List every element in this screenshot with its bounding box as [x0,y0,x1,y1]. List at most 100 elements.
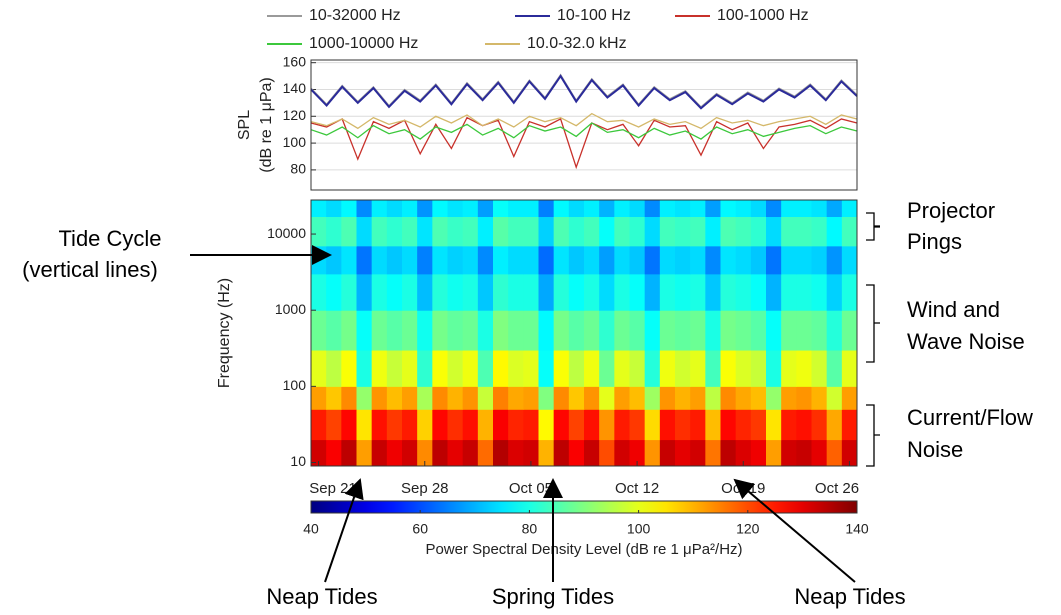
heat-cell [750,310,767,351]
heat-cell [477,386,494,410]
line [310,122,858,140]
heat-cell [341,310,357,351]
heat-cell [386,310,403,351]
heat-cell [477,409,494,441]
line [310,74,858,110]
heat-cell [690,273,706,311]
heat-cell [341,245,357,275]
heat-cell [629,200,646,218]
heat-cell [796,409,812,441]
heat-cell [629,310,646,351]
heat-cell [326,245,342,275]
heat-cell [386,273,403,311]
y-axis-label: SPL [236,110,253,140]
heat-cell [311,245,327,275]
heat-cell [796,200,812,218]
heat-cell [493,409,509,441]
heat-cell [553,245,570,275]
heat-cell [356,409,373,441]
heat-cell [493,310,509,351]
heat-cell [614,245,630,275]
heat-cell [735,386,752,410]
heat-cell [629,386,646,410]
heat-cell [523,439,539,467]
heat-cell [796,245,812,275]
heat-cell [796,273,812,311]
heat-cell [432,310,448,351]
heat-cell [766,245,782,275]
legend-label: 1000-10000 Hz [309,35,418,52]
heat-cell [523,245,539,275]
heat-cell [599,386,615,410]
plots: 80 100 120 140 160 SPL (dB re 1 μPa) 10-32000 H… [216,7,869,558]
heat-cell [826,273,843,311]
heat-cell [508,216,524,247]
heat-cell [720,245,737,275]
heat-cell [705,409,721,441]
heat-cell [462,273,479,311]
heat-cell [568,350,585,387]
heat-cell [690,439,706,467]
heat-cell [735,273,752,311]
y-tick-label: 140 [283,80,307,96]
heat-cell [553,273,570,311]
heat-cell [614,310,630,351]
heat-cell [493,200,509,218]
heat-cell [432,273,448,311]
heat-cell [493,386,509,410]
heat-cell [705,350,721,387]
colorbar-tick-label: 60 [412,521,428,537]
heat-cell [781,310,797,351]
heat-cell [629,216,646,247]
heat-cell [447,200,464,218]
heat-cell [402,350,418,387]
heat-cell [538,386,555,410]
heat-cell [508,386,524,410]
heat-cell [371,200,388,218]
heat-cell [432,350,448,387]
heat-cell [811,200,828,218]
heat-cell [568,245,585,275]
heat-cell [826,386,843,410]
heat-cell [841,245,858,275]
heat-cell [386,409,403,441]
heat-cell [462,245,479,275]
heat-cell [690,409,706,441]
heat-cell [675,310,691,351]
heat-cell [599,200,615,218]
heat-cell [447,386,464,410]
heat-cell [584,273,600,311]
heat-cell [599,439,615,467]
legend-label: 10-32000 Hz [309,7,401,24]
heat-cell [659,216,676,247]
heat-cell [735,200,752,218]
y-axis-label: (dB re 1 μPa) [258,77,275,172]
heat-cell [811,439,828,467]
heat-cell [675,350,691,387]
heat-cell [326,350,342,387]
heat-cell [584,310,600,351]
heat-cell [766,216,782,247]
heat-cell [659,409,676,441]
heat-cell [538,409,555,441]
heat-cell [356,245,373,275]
heat-cell [811,310,828,351]
heat-cell [644,216,661,247]
heat-cell [356,200,373,218]
heat-cell [477,350,494,387]
heat-cell [614,439,630,467]
heat-cell [568,310,585,351]
annotation: Current/Flow [907,405,1033,430]
heat-cell [599,350,615,387]
heat-cell [796,439,812,467]
heat-cell [614,350,630,387]
colorbar-label: Power Spectral Density Level (dB re 1 μP… [425,541,742,558]
heat-cell [462,386,479,410]
heat-cell [750,409,767,441]
heat-cell [417,200,433,218]
heat-cell [826,439,843,467]
heat-cell [326,310,342,351]
heat-cell [690,386,706,410]
heat-cell [584,350,600,387]
heat-cell [402,245,418,275]
